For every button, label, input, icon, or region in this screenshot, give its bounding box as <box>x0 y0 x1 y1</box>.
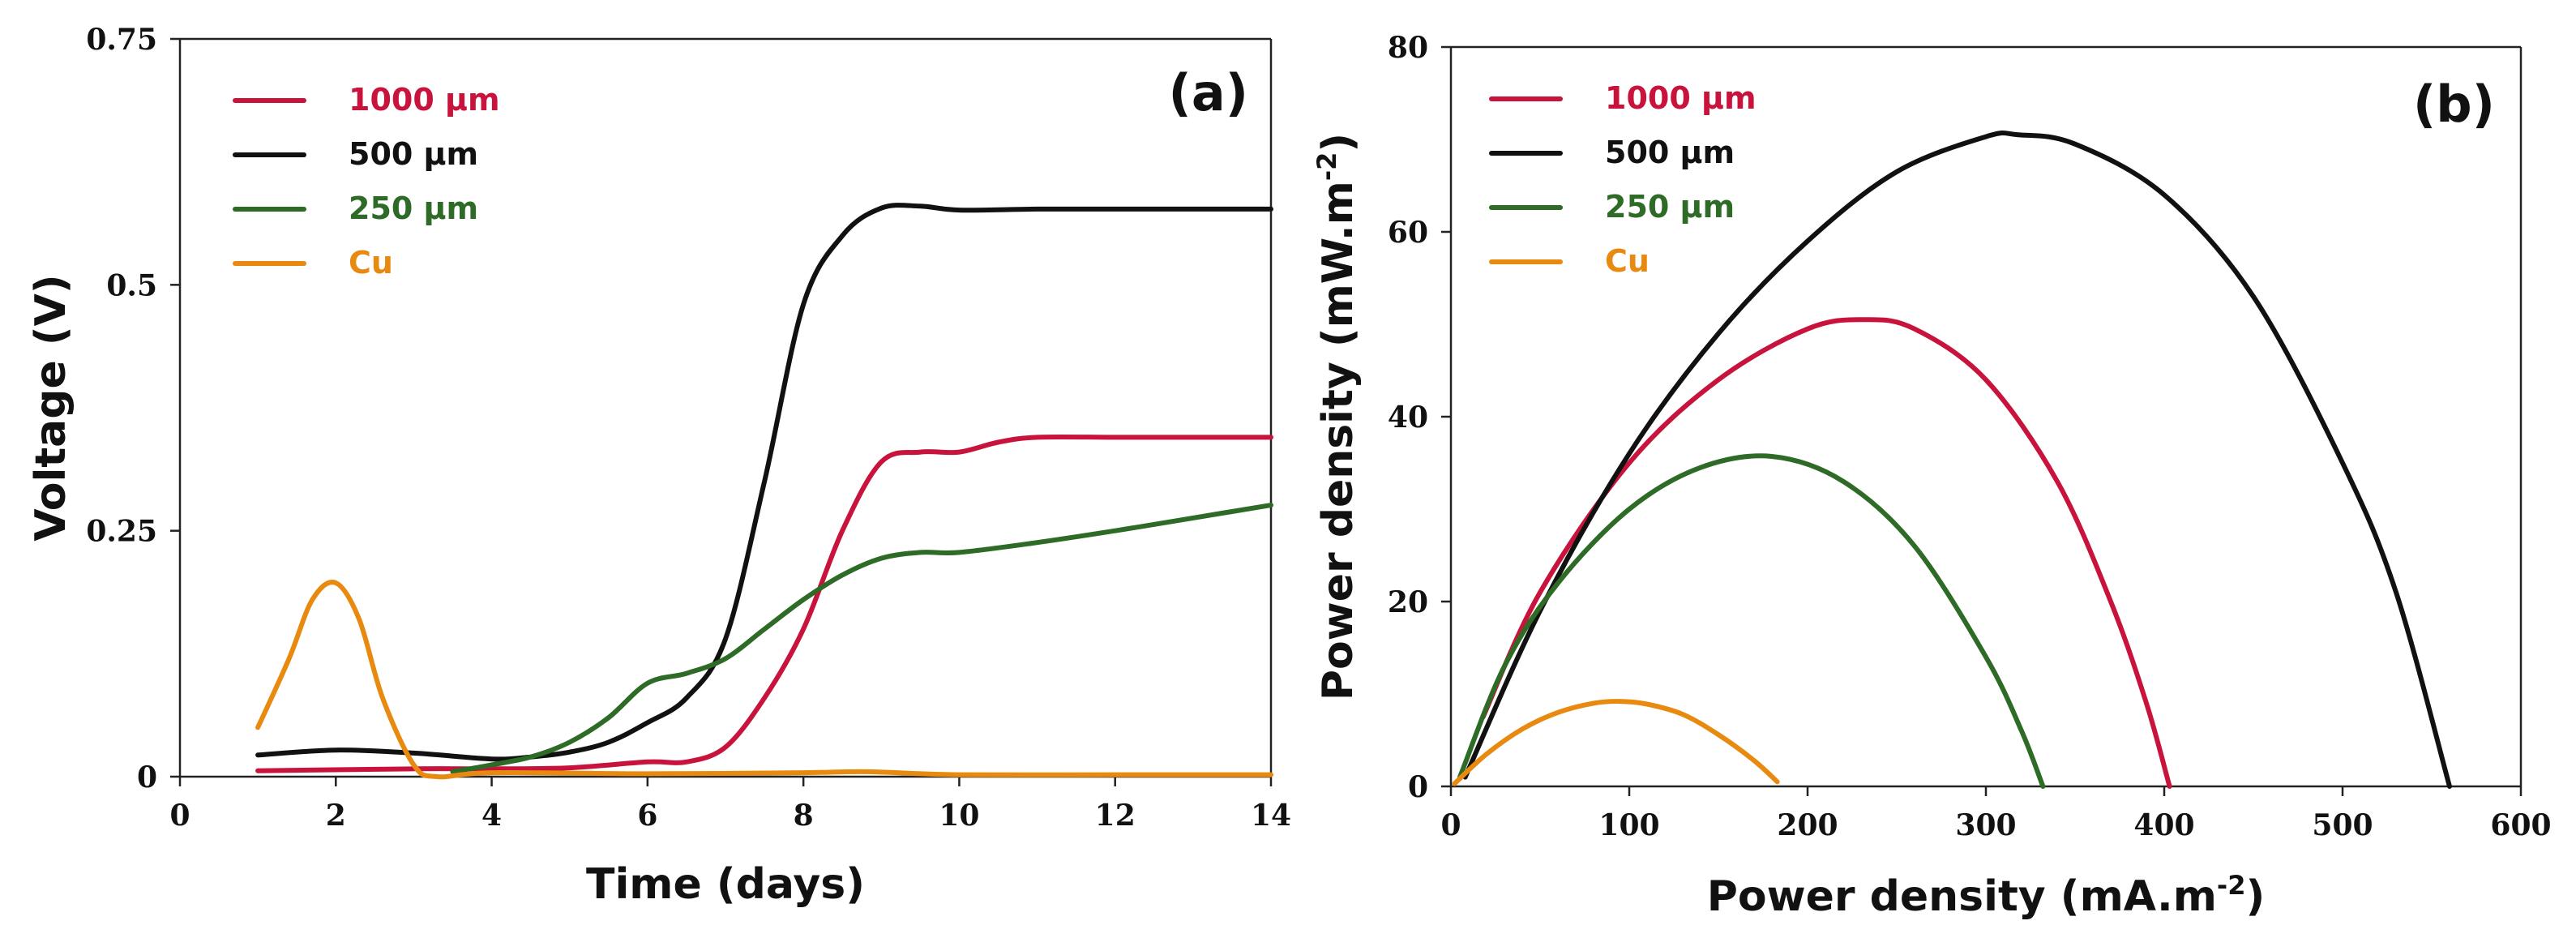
panel-b-y-axis-title: Power density (mW.m-2) <box>1312 133 1363 700</box>
panel-a-voltage-chart: 0 2 4 6 8 10 12 14 0 0.25 0.5 0.75 1000 µm 500 µm 250… <box>27 23 1291 909</box>
panel-a-y-tick-label: 0.25 <box>86 515 157 549</box>
panel-a-x-axis-title: Time (days) <box>586 860 865 909</box>
panel-a-y-axis-title: Voltage (V) <box>27 274 75 541</box>
panel-a-label: (a) <box>1168 63 1248 122</box>
panel-a-x-tick-label: 14 <box>1251 799 1291 833</box>
panel-b-x-tick-label: 100 <box>1598 808 1659 842</box>
panel-b-x-axis-title-main: Power density (mA.m <box>1707 872 2217 921</box>
panel-a-legend-label-500-um: 500 µm <box>349 136 478 172</box>
panel-a-series-250-um <box>450 503 1273 774</box>
panel-a-x-tick-label: 0 <box>169 799 190 833</box>
panel-b-y-tick-label: 40 <box>1388 400 1428 435</box>
panel-a-y-tick-label: 0.75 <box>86 23 157 57</box>
panel-a-y-tick-label: 0.5 <box>106 268 157 302</box>
panel-b-legend-label-1000-um: 1000 µm <box>1605 80 1757 116</box>
panel-a-x-tick-label: 12 <box>1095 799 1136 833</box>
panel-a-legend-label-1000-um: 1000 µm <box>349 82 500 118</box>
panel-b-y-axis-title-sup: -2 <box>1312 152 1342 182</box>
panel-b-x-tick-label: 400 <box>2133 808 2194 842</box>
panel-b-x-tick-label: 200 <box>1777 808 1838 842</box>
panel-b-y-tick-label: 0 <box>1408 770 1428 804</box>
panel-b-x-tick-label: 0 <box>1440 808 1461 842</box>
panel-b-series-250-um <box>1457 453 2046 789</box>
panel-b-x-tick-label: 300 <box>1955 808 2016 842</box>
panel-b-x-tick-label: 600 <box>2490 808 2551 842</box>
panel-a-x-tick-label: 8 <box>794 799 814 833</box>
panel-a-series-1000-um <box>255 434 1273 773</box>
panel-b-legend-label-500-um: 500 µm <box>1605 135 1735 170</box>
panel-b-series-cu <box>1452 699 1780 786</box>
panel-b-y-tick-label: 60 <box>1388 216 1428 250</box>
panel-b-power-density-chart: 0 100 200 300 400 500 600 0 20 40 60 80 1000 µm 500 … <box>1312 31 2552 921</box>
panel-b-y-tick-label: 20 <box>1388 585 1428 619</box>
panel-b-legend-label-250-um: 250 µm <box>1605 189 1735 225</box>
panel-b-label: (b) <box>2413 75 2495 134</box>
panel-b-y-axis-title-end: ) <box>1314 133 1363 152</box>
panel-b-x-axis-title: Power density (mA.m-2) <box>1707 870 2265 921</box>
panel-a-legend-label-cu: Cu <box>349 245 393 281</box>
panel-b-x-axis-title-end: ) <box>2245 872 2265 921</box>
panel-a-x-tick-label: 10 <box>939 799 979 833</box>
panel-a-series-500-um <box>255 203 1273 762</box>
panel-a-x-tick-label: 2 <box>326 799 346 833</box>
panel-a-series-cu <box>255 580 1273 780</box>
panel-a-x-tick-label: 6 <box>637 799 657 833</box>
panel-b-series-500-um <box>1462 131 2452 789</box>
panel-a-legend-label-250-um: 250 µm <box>349 191 478 226</box>
panel-a-x-tick-label: 4 <box>481 799 502 833</box>
panel-a-y-tick-label: 0 <box>137 760 157 795</box>
panel-b-y-tick-label: 80 <box>1388 31 1428 65</box>
panel-b-y-axis-title-main: Power density (mW.m <box>1314 181 1363 700</box>
panel-b-x-tick-label: 500 <box>2312 808 2373 842</box>
panel-b-legend-label-cu: Cu <box>1605 243 1650 279</box>
panel-b-x-axis-title-sup: -2 <box>2217 870 2246 901</box>
